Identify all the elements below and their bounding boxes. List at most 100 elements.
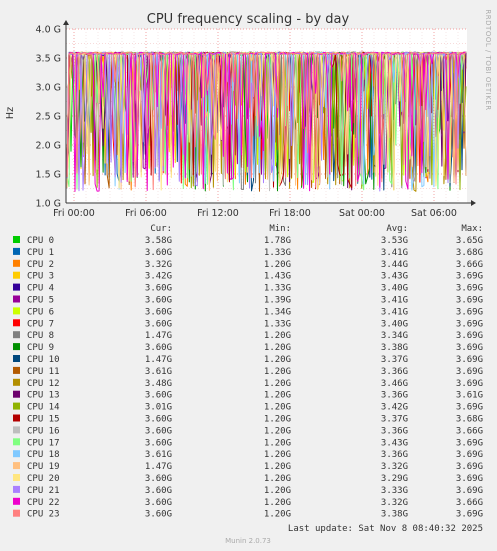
legend-value-min: 1.20G [264,474,291,484]
legend-value-max: 3.69G [456,307,483,317]
legend-value-min: 1.20G [264,379,291,389]
legend-value-cur: 3.60G [145,296,172,306]
legend-value-avg: 3.41G [381,296,408,306]
legend-value-cur: 3.48G [145,379,172,389]
legend-value-avg: 3.40G [381,319,408,329]
legend-value-max: 3.61G [456,391,483,401]
legend-value-max: 3.69G [456,355,483,365]
legend-value-cur: 3.60G [145,284,172,294]
legend-value-cur: 1.47G [145,462,172,472]
legend-value-avg: 3.41G [381,248,408,258]
x-tick-label: Sat 00:00 [339,208,385,219]
legend-value-avg: 3.29G [381,474,408,484]
legend-value-min: 1.33G [264,319,291,329]
y-tick-label: 4.0 G [36,25,62,36]
legend-value-cur: 3.60G [145,415,172,425]
legend-value-min: 1.20G [264,343,291,353]
legend-swatch [13,390,20,398]
legend-swatch [13,462,20,470]
legend-value-min: 1.20G [264,415,291,425]
legend-swatch [13,485,20,493]
legend-series-name: CPU 9 [27,343,54,353]
x-tick-label: Fri 00:00 [53,208,95,219]
legend-value-max: 3.69G [456,486,483,496]
legend-series-name: CPU 5 [27,296,54,306]
legend-value-min: 1.20G [264,510,291,520]
legend: Cur: Min: Avg: Max: CPU 0 3.58G 1.78G 3.53G 3.65… [13,224,483,520]
legend-series-name: CPU 6 [27,307,54,317]
legend-value-cur: 3.01G [145,403,172,413]
legend-value-max: 3.69G [456,438,483,448]
legend-value-cur: 1.47G [145,355,172,365]
legend-value-max: 3.69G [456,450,483,460]
legend-value-avg: 3.36G [381,391,408,401]
legend-value-max: 3.69G [456,367,483,377]
legend-value-max: 3.69G [456,379,483,389]
legend-value-max: 3.69G [456,319,483,329]
legend-value-avg: 3.32G [381,498,408,508]
legend-series-name: CPU 8 [27,331,54,341]
legend-swatch [13,307,20,315]
legend-value-cur: 3.60G [145,391,172,401]
legend-value-min: 1.78G [264,236,291,246]
x-tick-label: Fri 18:00 [269,208,311,219]
x-tick-label: Fri 12:00 [197,208,239,219]
legend-value-cur: 3.42G [145,272,172,282]
legend-value-min: 1.43G [264,272,291,282]
legend-value-avg: 3.32G [381,462,408,472]
y-tick-label: 2.0 G [36,141,62,152]
legend-series-name: CPU 15 [27,415,60,425]
rrdtool-side-label: RRDTOOL / TOBI OETIKER [484,9,492,110]
legend-series-name: CPU 3 [27,272,54,282]
legend-value-max: 3.69G [456,474,483,484]
legend-value-min: 1.20G [264,391,291,401]
legend-series-name: CPU 7 [27,319,54,329]
legend-series-name: CPU 21 [27,486,60,496]
legend-value-avg: 3.40G [381,284,408,294]
legend-series-name: CPU 18 [27,450,60,460]
legend-value-max: 3.69G [456,343,483,353]
legend-value-min: 1.20G [264,403,291,413]
series-line-cpu-23 [66,51,467,191]
legend-series-name: CPU 10 [27,355,60,365]
legend-value-min: 1.39G [264,296,291,306]
legend-value-min: 1.20G [264,367,291,377]
y-axis-arrow [63,20,69,25]
legend-value-min: 1.20G [264,355,291,365]
legend-series-name: CPU 16 [27,426,60,436]
legend-value-cur: 3.60G [145,248,172,258]
legend-value-max: 3.69G [456,403,483,413]
legend-value-min: 1.20G [264,331,291,341]
legend-header-avg: Avg: [386,224,408,234]
legend-value-min: 1.20G [264,486,291,496]
legend-value-cur: 3.61G [145,450,172,460]
legend-value-avg: 3.41G [381,307,408,317]
legend-value-cur: 3.60G [145,510,172,520]
legend-value-cur: 3.58G [145,236,172,246]
legend-swatch [13,509,20,517]
legend-value-cur: 3.60G [145,426,172,436]
legend-value-avg: 3.37G [381,355,408,365]
legend-swatch [13,283,20,291]
legend-value-avg: 3.43G [381,272,408,282]
legend-series-name: CPU 1 [27,248,54,258]
legend-swatch [13,438,20,446]
legend-swatch [13,331,20,339]
legend-series-name: CPU 14 [27,403,60,413]
legend-value-min: 1.20G [264,260,291,270]
legend-value-avg: 3.34G [381,331,408,341]
legend-series-name: CPU 2 [27,260,54,270]
legend-value-avg: 3.53G [381,236,408,246]
legend-swatch [13,450,20,458]
legend-value-avg: 3.36G [381,367,408,377]
legend-value-max: 3.69G [456,462,483,472]
legend-swatch [13,378,20,386]
legend-value-cur: 3.60G [145,438,172,448]
legend-swatch [13,497,20,505]
legend-swatch [13,355,20,362]
munin-version-footer: Munin 2.0.73 [225,537,271,545]
legend-value-max: 3.66G [456,260,483,270]
legend-value-cur: 3.61G [145,367,172,377]
legend-value-max: 3.66G [456,426,483,436]
